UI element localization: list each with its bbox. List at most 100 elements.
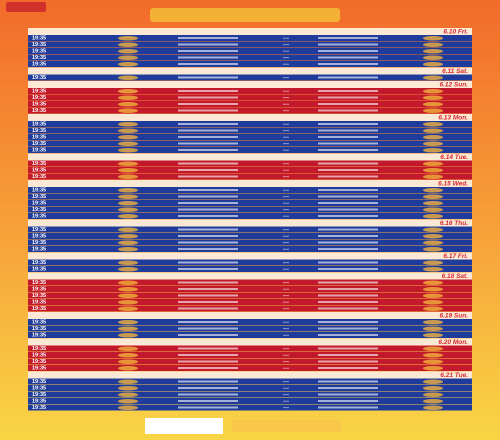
versus	[283, 235, 289, 237]
versus	[283, 295, 289, 297]
versus	[283, 189, 289, 191]
team-name	[318, 393, 378, 396]
match-row	[28, 299, 472, 305]
team-logo	[423, 326, 443, 332]
team-name	[178, 208, 238, 211]
match-row	[28, 266, 472, 272]
team-name	[178, 241, 238, 244]
match-time: 19:35	[32, 247, 46, 253]
versus	[283, 308, 289, 310]
day-date: 6.14 Tue.	[440, 154, 468, 161]
match-row	[28, 319, 472, 325]
team-logo	[423, 352, 443, 358]
match-time: 19:35	[32, 287, 46, 293]
team-logo	[423, 121, 443, 127]
versus	[283, 215, 289, 217]
team-logo	[118, 147, 138, 153]
team-logo	[118, 207, 138, 213]
team-name	[318, 268, 378, 270]
match-row	[28, 48, 472, 54]
match-time: 19:35	[32, 293, 46, 299]
match-time: 19:35	[32, 405, 46, 411]
match-time: 19:35	[32, 89, 46, 95]
team-name	[318, 202, 378, 204]
day-strip	[28, 219, 472, 227]
match-time: 19:35	[32, 392, 46, 398]
match-row	[28, 358, 472, 365]
team-name	[318, 215, 378, 217]
team-logo	[118, 326, 138, 332]
team-logo	[118, 299, 138, 305]
match-time: 19:35	[32, 280, 46, 286]
match-time: 19:35	[32, 214, 46, 220]
team-logo	[118, 161, 138, 167]
team-logo	[118, 352, 138, 358]
team-name	[318, 281, 378, 284]
team-logo	[118, 405, 138, 411]
team-name	[318, 175, 378, 178]
versus	[283, 354, 289, 356]
day-date: 6.13 Mon.	[438, 115, 468, 122]
versus	[283, 57, 289, 59]
team-name	[318, 261, 378, 264]
team-logo	[423, 55, 443, 61]
versus	[283, 97, 289, 99]
team-logo	[423, 207, 443, 213]
match-time: 19:35	[32, 267, 46, 273]
team-logo	[118, 306, 138, 312]
team-name	[318, 76, 378, 79]
team-logo	[423, 280, 443, 286]
versus	[283, 268, 289, 270]
match-row	[28, 127, 472, 134]
day-strip	[28, 81, 472, 88]
team-name	[178, 268, 238, 270]
versus	[283, 328, 289, 330]
versus	[283, 103, 289, 105]
team-name	[178, 334, 238, 336]
team-name	[318, 387, 378, 389]
team-logo	[423, 299, 443, 305]
team-logo	[118, 200, 138, 206]
versus	[283, 229, 289, 231]
match-time: 19:35	[32, 148, 46, 154]
versus	[283, 321, 289, 323]
team-logo	[423, 346, 443, 352]
team-name	[318, 347, 378, 350]
team-name	[318, 294, 378, 297]
match-row	[28, 233, 472, 239]
match-row	[28, 147, 472, 153]
day-strip	[28, 272, 472, 280]
team-logo	[423, 359, 443, 365]
versus	[283, 248, 289, 250]
team-name	[178, 215, 238, 217]
team-name	[178, 37, 238, 39]
versus	[283, 209, 289, 211]
match-row	[28, 193, 472, 200]
match-row	[28, 160, 472, 167]
match-time: 19:35	[32, 207, 46, 213]
team-logo	[423, 147, 443, 153]
team-logo	[118, 233, 138, 239]
team-name	[178, 406, 238, 409]
versus	[283, 381, 289, 383]
versus	[283, 348, 289, 350]
team-logo	[423, 134, 443, 140]
match-time: 19:35	[32, 135, 46, 141]
match-row	[28, 259, 472, 266]
versus	[283, 301, 289, 303]
match-time: 19:35	[32, 141, 46, 147]
team-logo	[423, 379, 443, 385]
match-row	[28, 385, 472, 391]
team-name	[318, 162, 378, 165]
day-date: 6.10 Fri.	[443, 29, 468, 36]
team-name	[318, 307, 378, 310]
versus	[283, 407, 289, 409]
day-date: 6.18 Sat.	[442, 273, 469, 280]
versus	[283, 334, 289, 336]
match-row	[28, 325, 472, 332]
match-row	[28, 134, 472, 140]
team-name	[178, 380, 238, 383]
versus	[283, 196, 289, 198]
team-name	[178, 90, 238, 92]
